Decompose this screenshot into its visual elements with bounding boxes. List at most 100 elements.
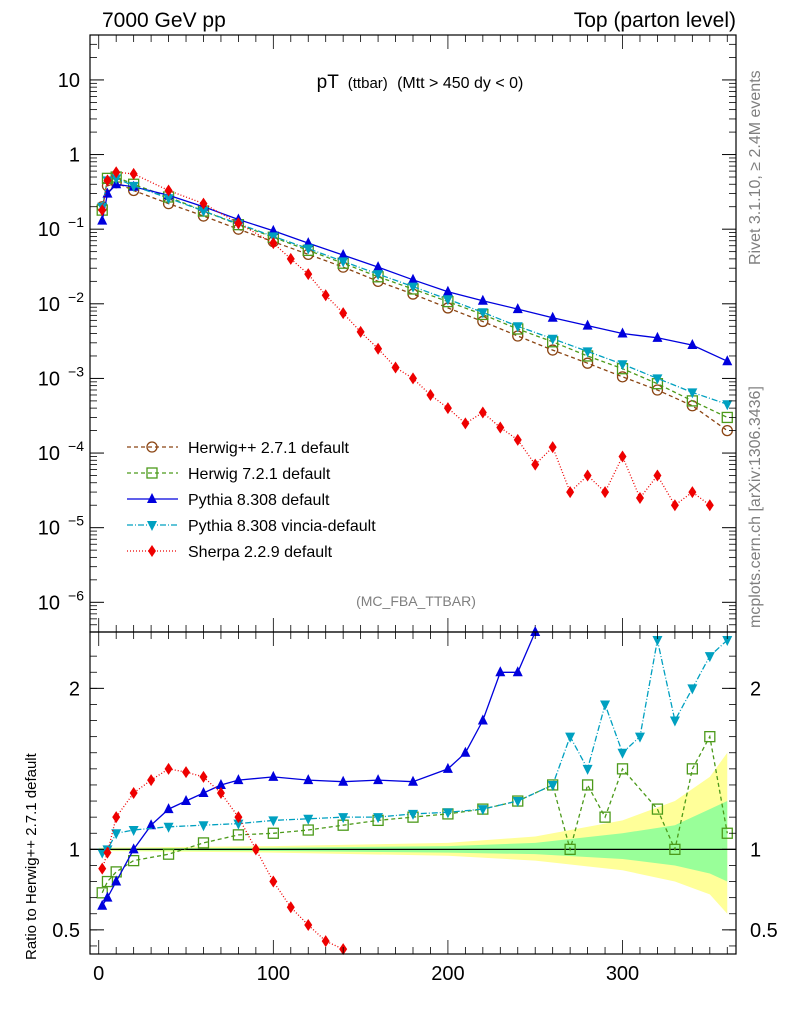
plot-title-sub: (ttbar) bbox=[348, 75, 388, 92]
ratio-point-3-6 bbox=[182, 766, 191, 779]
main-point-4-12 bbox=[356, 325, 365, 338]
ratio-point-2-22 bbox=[669, 716, 680, 727]
ratio-point-0-4 bbox=[162, 848, 175, 860]
main-point-4-30 bbox=[670, 499, 679, 512]
main-point-3-16 bbox=[582, 347, 593, 358]
main-point-3-3 bbox=[128, 181, 139, 192]
ratio-point-2-5 bbox=[198, 821, 209, 832]
ratio-point-0-3 bbox=[127, 854, 140, 867]
ratio-point-1-1 bbox=[102, 891, 113, 902]
ratio-series-3 bbox=[98, 762, 348, 956]
ratio-point-2-9 bbox=[338, 813, 349, 824]
main-ytick-label-4: 10 bbox=[38, 368, 60, 390]
main-point-4-13 bbox=[374, 342, 383, 355]
mcplots-label: mcplots.cern.ch [arXiv:1306.3436] bbox=[747, 386, 764, 628]
main-ytick-exp-3: −2 bbox=[68, 289, 84, 305]
main-point-4-32 bbox=[705, 499, 714, 512]
main-point-3-8 bbox=[303, 244, 314, 255]
main-point-4-29 bbox=[653, 469, 662, 482]
ratio-point-3-8 bbox=[216, 787, 225, 799]
main-point-4-14 bbox=[391, 361, 400, 374]
main-point-2-11 bbox=[408, 273, 418, 284]
ratio-point-1-6 bbox=[181, 795, 192, 806]
legend-entry-4: Sherpa 2.2.9 default bbox=[127, 544, 333, 561]
ratio-point-1-2 bbox=[111, 875, 122, 886]
main-point-4-24 bbox=[566, 486, 575, 499]
ratio-point-1-7 bbox=[198, 787, 209, 797]
xtick-label-2: 200 bbox=[431, 963, 464, 985]
ratio-point-3-3 bbox=[129, 787, 138, 799]
main-point-4-0 bbox=[98, 204, 107, 217]
ratio-point-0-19 bbox=[616, 763, 629, 775]
ratio-ytick-label-right-2: 2 bbox=[750, 678, 761, 700]
main-point-2-20 bbox=[722, 355, 733, 366]
ratio-point-2-23 bbox=[687, 684, 698, 695]
ratio-point-2-21 bbox=[652, 636, 663, 647]
ratio-ytick-label-right-1: 1 bbox=[750, 839, 761, 861]
main-point-0-17 bbox=[616, 371, 629, 383]
main-point-4-16 bbox=[426, 388, 435, 401]
main-series-line-2 bbox=[101, 183, 728, 362]
ratio-point-1-19 bbox=[512, 666, 523, 677]
ratio-point-0-7 bbox=[267, 827, 279, 839]
ratio-point-2-15 bbox=[547, 780, 558, 791]
legend-entry-2: Pythia 8.308 default bbox=[127, 492, 330, 509]
ratio-point-3-14 bbox=[321, 935, 330, 948]
ratio-point-0-20 bbox=[651, 803, 664, 815]
legend-marker-1 bbox=[146, 467, 158, 479]
ratio-point-3-5 bbox=[164, 762, 173, 775]
main-point-4-20 bbox=[496, 421, 505, 434]
main-point-4-2 bbox=[112, 166, 121, 179]
ratio-point-3-11 bbox=[269, 875, 278, 888]
ratio-ytick-label-1: 1 bbox=[69, 839, 80, 861]
ratio-point-0-22 bbox=[686, 763, 699, 775]
main-point-4-8 bbox=[286, 252, 295, 265]
ratio-point-0-16 bbox=[564, 843, 576, 855]
legend: Herwig++ 2.7.1 default Herwig 7.2.1 defau… bbox=[127, 440, 376, 561]
main-point-0-14 bbox=[512, 330, 524, 342]
ratio-point-0-21 bbox=[669, 843, 681, 855]
ratio-point-3-10 bbox=[251, 843, 260, 856]
analysis-label: (MC_FBA_TTBAR) bbox=[356, 593, 476, 609]
main-ytick-label-5: 10 bbox=[38, 443, 60, 465]
ratio-point-3-0 bbox=[98, 862, 107, 875]
main-point-3-5 bbox=[198, 207, 209, 218]
ratio-point-1-5 bbox=[163, 803, 174, 814]
ratio-point-2-18 bbox=[600, 700, 611, 711]
legend-entry-1: Herwig 7.2.1 default bbox=[127, 466, 331, 483]
legend-label-4: Sherpa 2.2.9 default bbox=[188, 544, 333, 561]
main-point-3-18 bbox=[652, 374, 663, 385]
main-point-3-14 bbox=[512, 322, 523, 333]
main-point-4-31 bbox=[688, 486, 697, 499]
ratio-point-2-3 bbox=[128, 826, 139, 837]
ratio-point-2-7 bbox=[268, 816, 279, 827]
header-right: Top (parton level) bbox=[574, 9, 736, 32]
ratio-point-2-25 bbox=[722, 636, 733, 647]
header-left: 7000 GeV pp bbox=[102, 9, 226, 32]
ratio-point-2-24 bbox=[704, 652, 715, 663]
xtick-label-1: 100 bbox=[257, 963, 290, 985]
ratio-point-2-20 bbox=[634, 732, 645, 743]
ratio-point-1-12 bbox=[338, 775, 349, 786]
main-point-2-13 bbox=[477, 294, 488, 305]
ratio-point-0-17 bbox=[581, 779, 594, 791]
main-point-4-22 bbox=[531, 458, 540, 471]
ratio-point-0-6 bbox=[232, 829, 245, 841]
main-point-2-19 bbox=[687, 339, 698, 350]
main-point-4-4 bbox=[164, 184, 173, 197]
legend-entry-3: Pythia 8.308 vincia-default bbox=[127, 518, 376, 535]
main-point-4-6 bbox=[234, 217, 243, 230]
main-ytick-label-2: 10 bbox=[38, 219, 60, 241]
ratio-panel: 0.5 0.5 1 1 2 2 0 100 200 300 Ratio to Herwig++ 2… bbox=[23, 626, 778, 985]
main-panel: 10 1 10 −1 10 −2 10 −3 10 −4 10 −5 10 −6 pT (ttbar) (… bbox=[38, 34, 737, 633]
main-point-4-1 bbox=[103, 174, 112, 187]
legend-label-0: Herwig++ 2.7.1 default bbox=[188, 440, 350, 457]
main-point-4-9 bbox=[304, 268, 313, 281]
main-point-0-15 bbox=[547, 344, 559, 356]
main-series-line-3 bbox=[101, 177, 728, 405]
ratio-ytick-label-2: 2 bbox=[69, 678, 80, 700]
main-point-2-15 bbox=[547, 311, 558, 322]
legend-label-1: Herwig 7.2.1 default bbox=[188, 466, 331, 483]
ratio-point-1-18 bbox=[495, 666, 506, 677]
ratio-point-1-3 bbox=[128, 843, 139, 854]
